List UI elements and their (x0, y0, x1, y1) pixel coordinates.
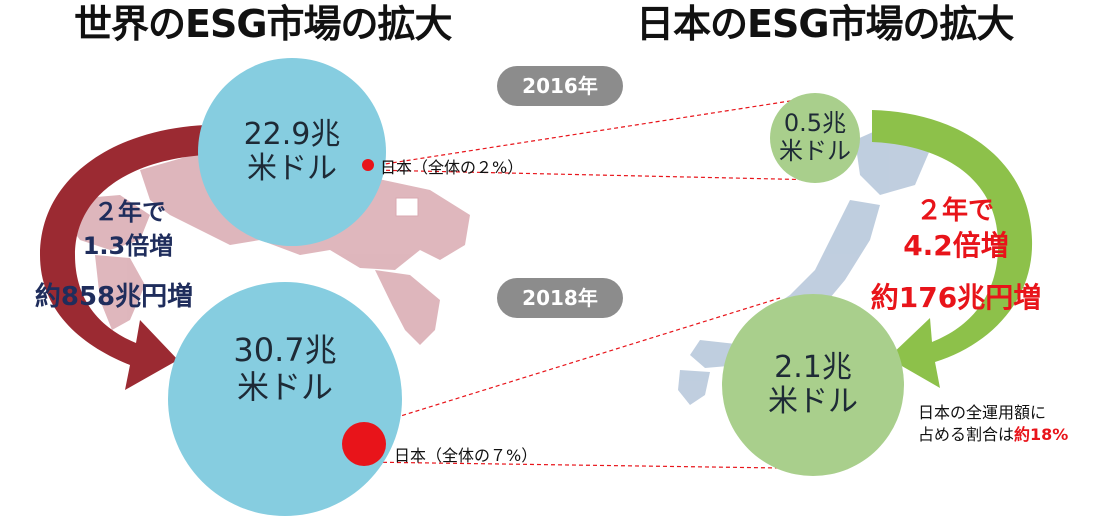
japan-share-2018-label: 日本（全体の７%） (394, 446, 538, 465)
year-2016-badge: 2016年 (497, 66, 623, 106)
japan-share-2016-label: 日本（全体の２%） (380, 158, 524, 177)
japan-title: 日本のESG市場の拡大 (636, 2, 1015, 46)
japan-growth-period: ２年で (915, 196, 994, 226)
connector-2016-bottom (371, 169, 823, 181)
japan-2018-value: 2.1兆 (774, 349, 852, 385)
connector-2018-top (361, 297, 781, 429)
japan-share-note: 日本の全運用額に 占める割合は約18% (918, 402, 1068, 446)
connector-lines (361, 95, 823, 469)
world-title: 世界のESG市場の拡大 (74, 2, 453, 46)
world-growth-period: ２年で (94, 198, 166, 226)
world-2016-unit: 米ドル (247, 151, 337, 186)
japan-2018-unit: 米ドル (768, 384, 858, 419)
japan-growth-arrow (872, 110, 1033, 388)
japan-share-2018-dot (342, 422, 386, 466)
world-2016-circle: 22.9兆 米ドル (198, 58, 386, 246)
japan-2016-circle: 0.5兆 米ドル (770, 93, 860, 183)
world-2018-circle: 30.7兆 米ドル (168, 282, 402, 516)
japan-2018-circle: 2.1兆 米ドル (722, 294, 904, 476)
japan-growth-multiplier: 4.2倍増 (903, 229, 1009, 262)
japan-share-2016-dot (362, 159, 374, 171)
world-2016-value: 22.9兆 (243, 116, 341, 152)
japan-share-note-line2: 占める割合は約18% (918, 424, 1068, 446)
world-growth-amount: 約858兆円増 (34, 282, 194, 312)
japan-2016-value: 0.5兆 (783, 109, 847, 138)
growth-arrows (40, 110, 1033, 390)
japan-inset-marker (395, 197, 419, 217)
world-2018-value: 30.7兆 (233, 331, 337, 370)
year-2018-badge: 2018年 (497, 278, 623, 318)
japan-share-note-prefix: 占める割合は (918, 425, 1015, 444)
japan-2016-unit: 米ドル (779, 137, 851, 165)
japan-share-note-line1: 日本の全運用額に (918, 403, 1047, 422)
world-growth-arrow (40, 125, 205, 390)
world-2018-unit: 米ドル (236, 368, 333, 406)
japan-growth-amount: 約176兆円増 (870, 281, 1042, 314)
world-growth-multiplier: 1.3倍増 (82, 232, 174, 260)
connector-2016-top (371, 95, 823, 167)
japan-share-note-value: 約18% (1014, 425, 1069, 444)
